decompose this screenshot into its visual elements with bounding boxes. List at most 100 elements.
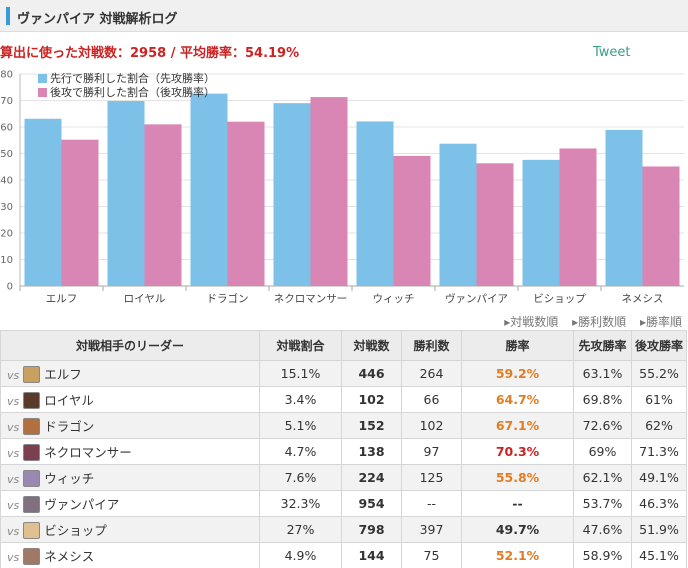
wins-cell: 97 bbox=[401, 438, 462, 465]
leader-avatar-icon bbox=[23, 548, 41, 565]
leader-name: エルフ bbox=[44, 367, 82, 382]
bar-first bbox=[439, 143, 477, 286]
wins-cell: 264 bbox=[401, 360, 462, 387]
ratio-cell: 7.6% bbox=[259, 464, 342, 491]
rate-cell: 64.7% bbox=[461, 386, 574, 413]
leader-cell: vs ヴァンパイア bbox=[0, 490, 260, 517]
vs-label: vs bbox=[7, 369, 20, 382]
leader-avatar-icon bbox=[23, 444, 41, 461]
ratio-cell: 27% bbox=[259, 516, 342, 543]
matches-cell: 144 bbox=[341, 542, 402, 568]
vs-label: vs bbox=[7, 499, 20, 512]
second-rate-cell: 71.3% bbox=[631, 438, 687, 465]
matches-cell: 102 bbox=[341, 386, 402, 413]
y-tick-label: 80 bbox=[0, 70, 13, 81]
bar-second bbox=[476, 163, 514, 286]
leader-avatar-icon bbox=[23, 418, 41, 435]
first-rate-cell: 62.1% bbox=[573, 464, 632, 491]
summary-stats: 算出に使った対戦数：2958 / 平均勝率：54.19% bbox=[0, 46, 300, 61]
matches-cell: 954 bbox=[341, 490, 402, 517]
wins-cell: 125 bbox=[401, 464, 462, 491]
x-tick-label: ロイヤル bbox=[124, 293, 166, 305]
y-tick-label: 60 bbox=[0, 123, 13, 134]
first-rate-cell: 69% bbox=[573, 438, 632, 465]
wins-cell: 75 bbox=[401, 542, 462, 568]
table-row: vs ビショップ 27% 798 397 49.7% 47.6% 51.9% bbox=[0, 516, 687, 543]
page-title: ヴァンパイア 対戦解析ログ bbox=[17, 12, 178, 27]
sort-by-rate-link[interactable]: ▸勝率順 bbox=[639, 315, 682, 329]
rate-cell: 49.7% bbox=[461, 516, 574, 543]
second-rate-cell: 45.1% bbox=[631, 542, 687, 568]
y-tick-label: 10 bbox=[0, 255, 13, 266]
vs-label: vs bbox=[7, 447, 20, 460]
first-rate-cell: 63.1% bbox=[573, 360, 632, 387]
leader-cell: vs ウィッチ bbox=[0, 464, 260, 491]
vs-label: vs bbox=[7, 395, 20, 408]
win-rate-bar-chart: 0 10 20 30 40 50 60 70 80 エルフ ロイヤル ドラゴン ネクロマンサー ウィッチ ヴ… bbox=[0, 70, 684, 305]
leader-avatar-icon bbox=[23, 496, 41, 513]
wins-cell: -- bbox=[401, 490, 462, 517]
col-header-ratio: 対戦割合 bbox=[259, 330, 342, 361]
bar-first bbox=[24, 118, 62, 286]
legend-label: 後攻で勝利した割合（後攻勝率） bbox=[50, 85, 215, 99]
leader-name: ロイヤル bbox=[44, 393, 94, 408]
leader-name: ネメシス bbox=[44, 549, 95, 564]
leader-cell: vs ロイヤル bbox=[0, 386, 260, 413]
ratio-cell: 4.9% bbox=[259, 542, 342, 568]
second-rate-cell: 46.3% bbox=[631, 490, 687, 517]
y-tick-label: 40 bbox=[0, 176, 13, 187]
leader-name: ドラゴン bbox=[44, 419, 95, 434]
col-header-rate: 勝率 bbox=[461, 330, 574, 361]
matches-cell: 798 bbox=[341, 516, 402, 543]
second-rate-cell: 62% bbox=[631, 412, 687, 439]
col-header-leader: 対戦相手のリーダー bbox=[0, 330, 260, 361]
col-header-matches: 対戦数 bbox=[341, 330, 402, 361]
rate-cell: -- bbox=[461, 490, 574, 517]
y-tick-label: 0 bbox=[7, 282, 13, 293]
vs-label: vs bbox=[7, 551, 20, 564]
y-tick-label: 70 bbox=[0, 96, 13, 107]
col-header-first-rate: 先攻勝率 bbox=[573, 330, 632, 361]
vs-label: vs bbox=[7, 525, 20, 538]
leader-cell: vs ネメシス bbox=[0, 542, 260, 568]
bar-second bbox=[559, 148, 597, 286]
wins-cell: 397 bbox=[401, 516, 462, 543]
first-rate-cell: 69.8% bbox=[573, 386, 632, 413]
vs-label: vs bbox=[7, 421, 20, 434]
leader-cell: vs ネクロマンサー bbox=[0, 438, 260, 465]
tweet-button[interactable]: Tweet bbox=[593, 45, 631, 60]
table-row: vs ドラゴン 5.1% 152 102 67.1% 72.6% 62% bbox=[0, 412, 687, 439]
first-rate-cell: 72.6% bbox=[573, 412, 632, 439]
leader-name: ビショップ bbox=[44, 523, 107, 538]
wins-cell: 102 bbox=[401, 412, 462, 439]
first-rate-cell: 47.6% bbox=[573, 516, 632, 543]
legend-label: 先行で勝利した割合（先攻勝率） bbox=[50, 71, 215, 85]
leader-avatar-icon bbox=[23, 366, 41, 383]
sort-by-wins-link[interactable]: ▸勝利数順 bbox=[572, 315, 627, 329]
legend-swatch bbox=[38, 74, 47, 83]
matches-cell: 446 bbox=[341, 360, 402, 387]
ratio-cell: 3.4% bbox=[259, 386, 342, 413]
bar-second bbox=[61, 139, 99, 286]
rate-cell: 55.8% bbox=[461, 464, 574, 491]
x-tick-label: ドラゴン bbox=[207, 292, 249, 305]
table-row: vs ウィッチ 7.6% 224 125 55.8% 62.1% 49.1% bbox=[0, 464, 687, 491]
ratio-cell: 15.1% bbox=[259, 360, 342, 387]
x-tick-label: ビショップ bbox=[533, 293, 586, 305]
x-tick-label: ヴァンパイア bbox=[445, 292, 508, 305]
ratio-cell: 4.7% bbox=[259, 438, 342, 465]
first-rate-cell: 53.7% bbox=[573, 490, 632, 517]
leader-name: ヴァンパイア bbox=[44, 497, 120, 512]
leader-avatar-icon bbox=[23, 470, 41, 487]
bar-second bbox=[393, 155, 431, 286]
matchup-table: 対戦相手のリーダー 対戦割合 対戦数 勝利数 勝率 先攻勝率 後攻勝率 vs エル… bbox=[0, 330, 687, 568]
x-tick-label: ネクロマンサー bbox=[274, 293, 348, 305]
sort-by-matches-link[interactable]: ▸対戦数順 bbox=[504, 315, 559, 329]
legend-swatch bbox=[38, 88, 47, 97]
table-row: vs ネメシス 4.9% 144 75 52.1% 58.9% 45.1% bbox=[0, 542, 687, 568]
ratio-cell: 32.3% bbox=[259, 490, 342, 517]
x-tick-label: ウィッチ bbox=[373, 293, 415, 305]
sort-options: ▸対戦数順 ▸勝利数順 ▸勝率順 bbox=[494, 313, 682, 330]
leader-avatar-icon bbox=[23, 392, 41, 409]
bar-first bbox=[273, 103, 311, 287]
